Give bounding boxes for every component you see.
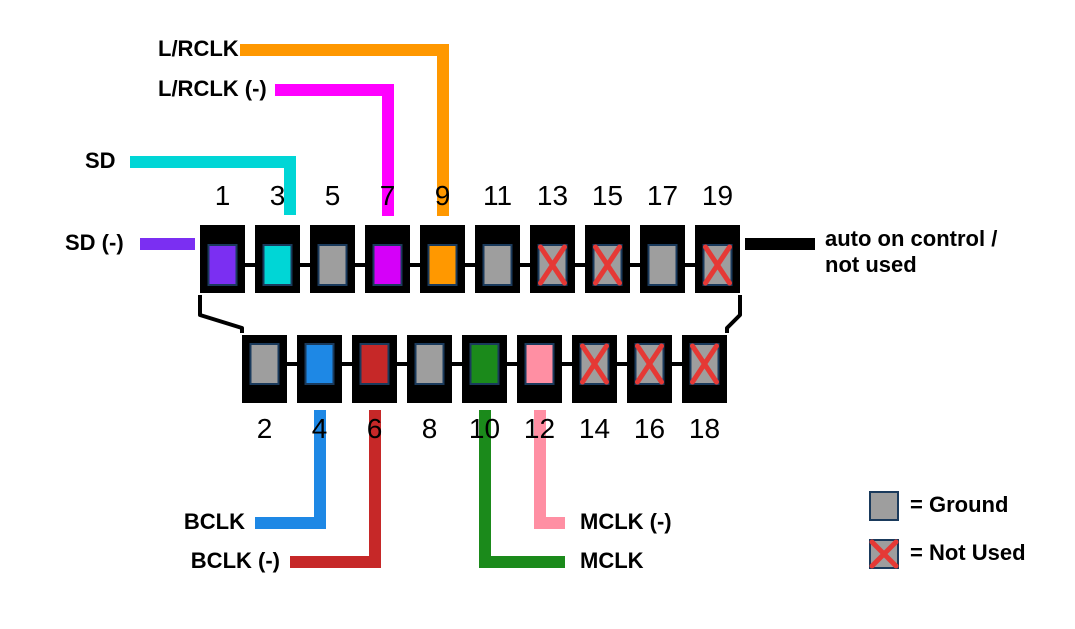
pin-number-12: 12 (524, 413, 555, 444)
pin-7 (365, 225, 410, 293)
label-bclk: BCLK (184, 509, 245, 534)
pin-numbers: 13579111315171924681012141618 (215, 180, 733, 444)
pin-14 (572, 335, 617, 403)
label-lrclk: L/RCLK (158, 36, 239, 61)
pin-6 (352, 335, 397, 403)
pin-number-2: 2 (257, 413, 273, 444)
pin-18 (682, 335, 727, 403)
signal-lines (130, 50, 815, 562)
label-lrclk_neg: L/RCLK (-) (158, 76, 267, 101)
pin-9 (420, 225, 465, 293)
label-auto_on: auto on control / (825, 226, 997, 251)
legend-swatch-ground (870, 492, 898, 520)
pin-11 (475, 225, 520, 293)
label-bclk_neg: BCLK (-) (191, 548, 280, 573)
pin-2 (242, 335, 287, 403)
label-auto_on_line2: not used (825, 252, 917, 277)
pin-number-14: 14 (579, 413, 610, 444)
top-pin-row (200, 225, 740, 293)
pin-1 (200, 225, 245, 293)
legend-label-notused: = Not Used (910, 540, 1026, 565)
pin-number-13: 13 (537, 180, 568, 211)
pin-number-4: 4 (312, 413, 328, 444)
pin-number-16: 16 (634, 413, 665, 444)
signal-line-bclk_neg (290, 410, 375, 562)
pin-16 (627, 335, 672, 403)
pin-number-10: 10 (469, 413, 500, 444)
pin-number-19: 19 (702, 180, 733, 211)
label-mclk_neg: MCLK (-) (580, 509, 672, 534)
pin-number-1: 1 (215, 180, 231, 211)
pin-number-6: 6 (367, 413, 383, 444)
pin-number-5: 5 (325, 180, 341, 211)
connector-pinout-diagram: 13579111315171924681012141618 L/RCLKL/RC… (0, 0, 1075, 629)
pin-19 (695, 225, 740, 293)
pin-4 (297, 335, 342, 403)
bottom-pin-row (242, 335, 727, 403)
label-sd: SD (85, 148, 116, 173)
pin-number-7: 7 (380, 180, 396, 211)
pin-number-17: 17 (647, 180, 678, 211)
pin-number-18: 18 (689, 413, 720, 444)
pin-5 (310, 225, 355, 293)
label-sd_neg: SD (-) (65, 230, 124, 255)
legend-swatch-notused (870, 540, 898, 568)
pin-number-8: 8 (422, 413, 438, 444)
pin-8 (407, 335, 452, 403)
signal-line-sd (130, 162, 290, 215)
pin-3 (255, 225, 300, 293)
pin-17 (640, 225, 685, 293)
legend-label-ground: = Ground (910, 492, 1008, 517)
legend: = Ground = Not Used (870, 492, 1026, 568)
pin-number-9: 9 (435, 180, 451, 211)
pin-15 (585, 225, 630, 293)
pin-number-11: 11 (483, 180, 512, 211)
pin-12 (517, 335, 562, 403)
pin-number-3: 3 (270, 180, 286, 211)
pin-13 (530, 225, 575, 293)
label-mclk: MCLK (580, 548, 644, 573)
pin-number-15: 15 (592, 180, 623, 211)
text-labels: L/RCLK L/RCLK (-) SD SD (-) auto on control … (65, 36, 997, 573)
pin-10 (462, 335, 507, 403)
